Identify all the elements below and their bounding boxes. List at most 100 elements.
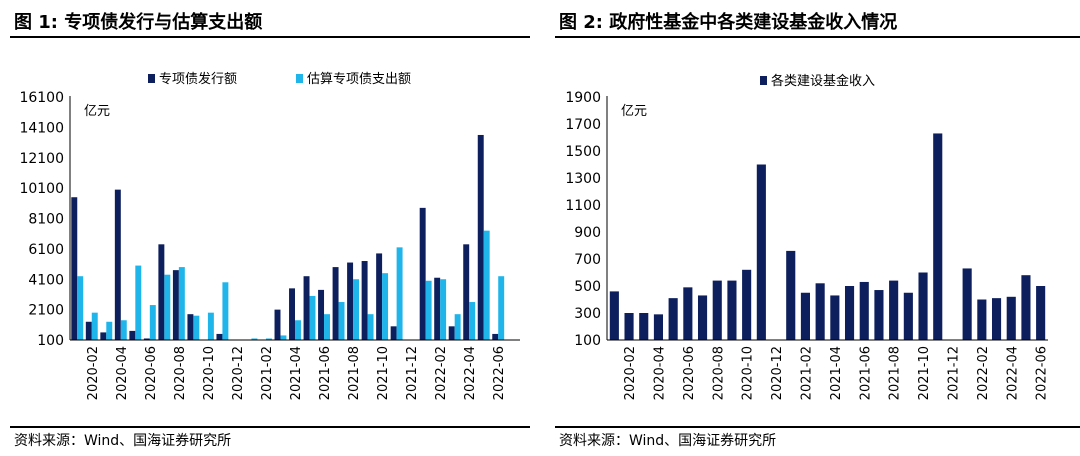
right-bar-chart: 100 300 500 700 900 1100 1300 1500 1700 1900 亿元 各类建…	[565, 73, 1049, 400]
y-tick-label: 1900	[565, 90, 601, 106]
bar-1-2021-08	[353, 279, 360, 340]
bar-0-2021-02	[786, 250, 796, 340]
y-tick-label: 1700	[565, 117, 601, 133]
bar-1-2020-02	[91, 312, 98, 340]
bar-0-2020-04	[114, 189, 121, 340]
bar-1-2022-03	[454, 314, 461, 340]
x-tick-label: 2021-06	[858, 346, 873, 400]
bar-1-2021-06	[324, 314, 330, 340]
left-source-rule	[10, 426, 530, 428]
x-tick-label: 2022-02	[434, 346, 449, 400]
x-tick-label: 2021-04	[289, 346, 304, 400]
y-tick-label: 14100	[19, 120, 64, 136]
bar-0-2021-08	[874, 290, 884, 340]
bar-0-2021-11	[918, 272, 928, 340]
x-tick-label: 2020-04	[115, 346, 130, 400]
legend-label-0: 专项债发行额	[159, 71, 237, 87]
x-tick-label: 2022-02	[976, 346, 991, 400]
x-tick-label: 2021-04	[829, 346, 844, 400]
bar-0-2020-01	[71, 197, 78, 340]
bar-0-2022-06	[492, 333, 499, 340]
bar-1-2020-11	[222, 282, 229, 340]
bar-0-2021-10	[376, 253, 383, 340]
x-tick-label: 2022-04	[1005, 346, 1020, 400]
left-source-note: 资料来源：Wind、国海证券研究所	[14, 433, 232, 449]
legend-swatch-1	[296, 74, 303, 83]
bar-0-2020-09	[712, 280, 722, 340]
bar-0-2022-03	[977, 299, 987, 340]
x-tick-label: 2020-10	[202, 346, 217, 400]
bar-1-2021-11	[396, 247, 403, 340]
bar-1-2022-06	[498, 276, 505, 340]
bar-0-2020-06	[668, 298, 678, 340]
bar-1-2020-01	[77, 276, 84, 340]
legend-swatch-0	[760, 76, 767, 85]
bar-0-2021-06	[318, 289, 325, 340]
x-tick-label: 2021-12	[405, 346, 420, 400]
x-tick-label: 2022-06	[492, 346, 507, 400]
bar-0-2021-09	[361, 261, 368, 340]
bar-1-2020-10	[207, 312, 214, 340]
bar-1-2021-07	[338, 302, 345, 340]
bar-0-2020-05	[129, 330, 136, 340]
y-axis-unit-label: 亿元	[84, 104, 110, 119]
bar-1-2022-01	[425, 280, 432, 340]
bar-0-2021-04	[289, 288, 295, 340]
bar-0-2020-06	[143, 338, 150, 340]
y-tick-label: 100	[37, 333, 64, 349]
bar-1-2022-05	[483, 230, 490, 340]
bar-0-2021-04	[815, 283, 825, 340]
bar-0-2021-09	[889, 280, 899, 340]
bar-0-2020-03	[624, 313, 634, 340]
bar-1-2020-04	[120, 320, 127, 340]
y-axis-unit-label: 亿元	[621, 104, 647, 119]
x-tick-label: 2021-02	[260, 346, 275, 400]
right-title-rule	[555, 36, 1080, 38]
x-tick-label: 2021-02	[799, 346, 814, 400]
bar-0-2021-06	[844, 286, 855, 340]
bar-0-2021-03	[274, 309, 281, 341]
bar-1-2020-09	[193, 315, 200, 340]
bar-0-2021-08	[347, 262, 354, 340]
left-figure-title: 图 1: 专项债发行与估算支出额	[14, 12, 263, 33]
right-source-note: 资料来源：Wind、国海证券研究所	[559, 433, 777, 449]
y-tick-label: 1100	[565, 198, 601, 214]
bar-0-2022-04	[463, 244, 470, 340]
bar-1-2021-03	[280, 335, 287, 340]
x-tick-label: 2020-12	[770, 346, 785, 400]
bar-1-2021-02	[265, 338, 272, 340]
x-tick-label: 2021-12	[946, 346, 961, 400]
y-tick-label: 500	[574, 279, 601, 295]
y-tick-label: 4100	[28, 272, 64, 288]
bar-0-2021-10	[903, 292, 913, 340]
x-tick-label: 2021-08	[347, 346, 362, 400]
y-tick-label: 100	[574, 333, 601, 349]
bar-0-2021-07	[332, 267, 339, 340]
bar-0-2020-12	[756, 164, 766, 340]
y-tick-label: 2100	[28, 303, 64, 319]
bar-0-2020-02	[85, 321, 92, 340]
bar-1-2020-03	[106, 321, 113, 340]
y-tick-label: 16100	[19, 90, 64, 106]
bar-0-2021-05	[303, 276, 310, 340]
x-tick-label: 2020-06	[144, 346, 159, 400]
y-tick-label: 10100	[19, 181, 64, 197]
right-panel: 图 2: 政府性基金中各类建设基金收入情况 100 300 500 700 900 110…	[545, 0, 1080, 456]
x-tick-label: 2020-12	[231, 346, 246, 400]
x-tick-label: 2020-06	[682, 346, 697, 400]
x-tick-label: 2020-02	[623, 346, 638, 400]
right-source-rule	[555, 426, 1080, 428]
bar-1-2021-05	[309, 295, 316, 340]
bar-0-2021-03	[800, 292, 810, 340]
right-figure-title: 图 2: 政府性基金中各类建设基金收入情况	[559, 12, 898, 33]
bar-1-2020-07	[164, 274, 171, 340]
x-tick-label: 2021-06	[318, 346, 333, 400]
bar-1-2020-05	[135, 265, 142, 340]
bar-1-2020-08	[178, 267, 185, 340]
bar-0-2020-07	[683, 287, 693, 340]
y-tick-label: 900	[574, 225, 601, 241]
bar-0-2022-02	[962, 268, 972, 340]
x-tick-label: 2020-10	[741, 346, 756, 400]
bar-1-2022-02	[440, 279, 447, 340]
bar-0-2022-01	[419, 207, 426, 340]
